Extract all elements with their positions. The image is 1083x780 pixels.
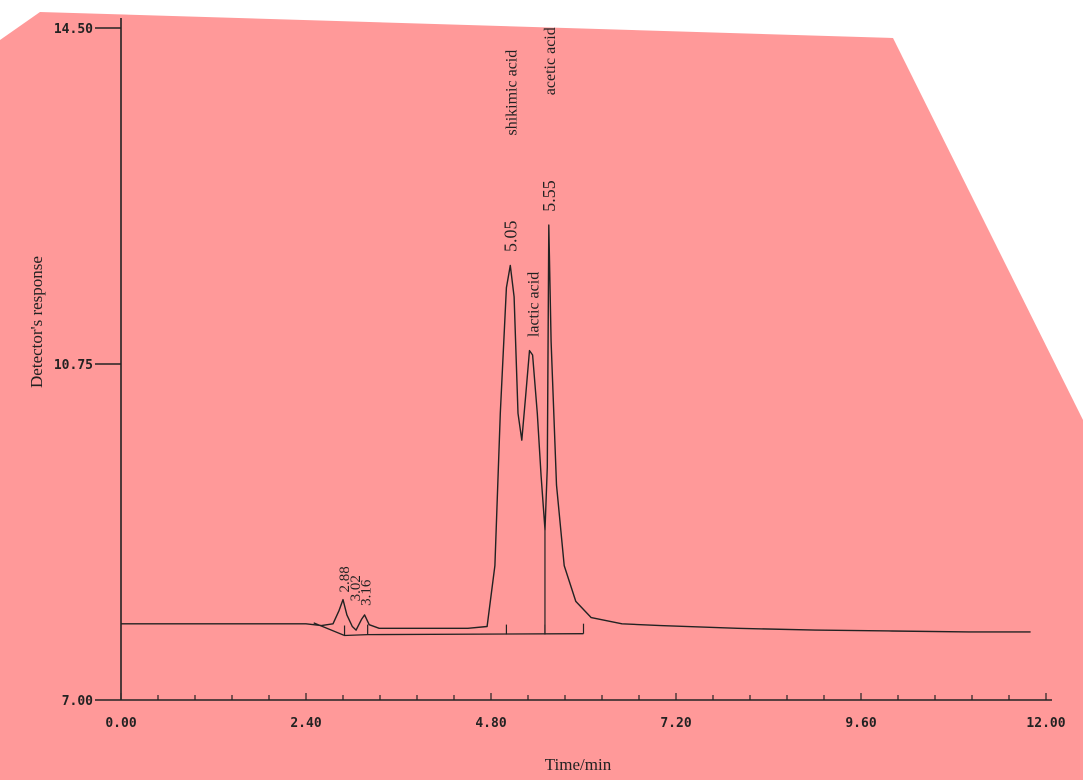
peak-annotation: acetic acid xyxy=(542,27,559,95)
x-tick-label: 7.20 xyxy=(660,716,691,731)
axes: 0.00 2.40 4.80 7.20 9.60 12.00 7.00 10.75 14.50 xyxy=(54,18,1066,731)
x-tick-label: 0.00 xyxy=(105,716,136,731)
peak-annotation: 3.02 xyxy=(348,575,364,601)
y-tick-label: 10.75 xyxy=(54,358,93,373)
annotation-layer: 2.883.023.16 5.05 shikimic acid lactic acid… xyxy=(337,27,559,606)
background-overlay xyxy=(0,12,1083,780)
peak-annotation: 5.55 xyxy=(539,180,559,212)
chromatogram-trace xyxy=(121,224,1031,633)
x-tick-label: 9.60 xyxy=(845,716,876,731)
peak-annotation: lactic acid xyxy=(526,272,543,337)
x-axis-title: Time/min xyxy=(545,755,612,774)
peak-annotation: 3.16 xyxy=(359,579,375,606)
integration-baseline xyxy=(313,622,584,637)
x-tick-label: 4.80 xyxy=(475,716,506,731)
x-tick-label: 2.40 xyxy=(290,716,321,731)
plot-area xyxy=(121,224,1031,637)
peak-annotation: 2.88 xyxy=(337,566,353,592)
x-tick-label: 12.00 xyxy=(1026,716,1065,731)
peak-annotation: shikimic acid xyxy=(503,50,520,136)
peak-annotation: 5.05 xyxy=(500,221,520,253)
y-tick-label: 7.00 xyxy=(62,694,93,709)
y-tick-label: 14.50 xyxy=(54,22,93,37)
y-axis-title: Detector's response xyxy=(27,256,46,388)
